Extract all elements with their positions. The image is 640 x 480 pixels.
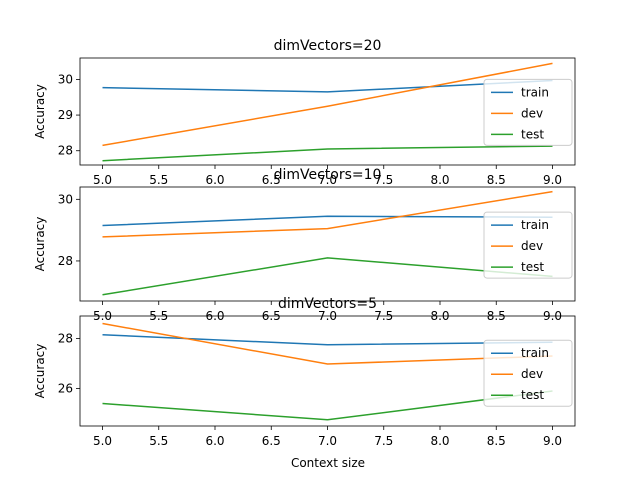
x-tick-label: 5.0 bbox=[93, 434, 112, 448]
subplot-title: dimVectors=20 bbox=[274, 38, 382, 54]
x-axis-label: Context size bbox=[291, 456, 365, 470]
legend-label-test: test bbox=[521, 260, 544, 274]
legend-box bbox=[483, 78, 573, 146]
x-tick-label: 8.5 bbox=[487, 434, 506, 448]
series-line-test bbox=[102, 257, 553, 296]
y-axis-label: Accuracy bbox=[33, 217, 47, 272]
legend-label-train: train bbox=[521, 85, 549, 99]
legend: train dev test bbox=[483, 339, 573, 407]
y-axis-label: Accuracy bbox=[33, 84, 47, 139]
y-tick-label: 30 bbox=[58, 72, 73, 86]
x-tick-label: 8.0 bbox=[430, 434, 449, 448]
subplot-1: 5.0 5.5 6.0 6.5 7.0 7.5 8.0 8.5 9.0 28 29 30 Accurac… bbox=[33, 38, 576, 187]
legend: train dev test bbox=[483, 211, 573, 279]
x-tick-label: 6.0 bbox=[205, 173, 224, 187]
y-tick-label: 28 bbox=[58, 144, 73, 158]
x-tick-label: 5.5 bbox=[149, 434, 168, 448]
x-tick-label: 6.0 bbox=[205, 434, 224, 448]
series-line-train bbox=[102, 334, 553, 346]
x-tick-label: 8.0 bbox=[430, 173, 449, 187]
legend-box bbox=[483, 211, 573, 279]
subplot-title: dimVectors=10 bbox=[274, 167, 382, 183]
y-axis-label: Accuracy bbox=[33, 344, 47, 399]
x-tick-label: 7.0 bbox=[318, 173, 337, 187]
y-tick-label: 26 bbox=[58, 382, 73, 396]
legend-label-train: train bbox=[521, 346, 549, 360]
legend-box bbox=[483, 339, 573, 407]
x-tick-label: 7.5 bbox=[374, 434, 393, 448]
x-tick-label: 9.0 bbox=[543, 434, 562, 448]
legend-label-dev: dev bbox=[521, 367, 543, 381]
x-tick-label: 5.5 bbox=[149, 173, 168, 187]
subplot-3: 5.0 5.5 6.0 6.5 7.0 7.5 8.0 8.5 9.0 26 28 Accuracy t… bbox=[33, 296, 576, 448]
x-tick-label: 8.5 bbox=[487, 173, 506, 187]
legend-label-dev: dev bbox=[521, 106, 543, 120]
series-line-test bbox=[102, 145, 553, 162]
legend-label-train: train bbox=[521, 218, 549, 232]
x-tick-label: 7.0 bbox=[318, 434, 337, 448]
x-tick-label: 9.0 bbox=[543, 173, 562, 187]
legend-label-test: test bbox=[521, 127, 544, 141]
series-line-train bbox=[102, 79, 553, 93]
y-tick-label: 28 bbox=[58, 254, 73, 268]
y-tick-label: 30 bbox=[58, 192, 73, 206]
x-tick-label: 5.0 bbox=[93, 173, 112, 187]
legend: train dev test bbox=[483, 78, 573, 146]
series-line-test bbox=[102, 390, 553, 421]
series-line-dev bbox=[102, 190, 553, 238]
series-line-dev bbox=[102, 322, 553, 365]
legend-label-test: test bbox=[521, 388, 544, 402]
series-line-train bbox=[102, 215, 553, 227]
x-tick-label: 7.5 bbox=[374, 173, 393, 187]
y-tick-label: 28 bbox=[58, 332, 73, 346]
legend-label-dev: dev bbox=[521, 239, 543, 253]
x-tick-label: 6.5 bbox=[262, 434, 281, 448]
subplot-title: dimVectors=5 bbox=[278, 296, 377, 312]
y-tick-label: 29 bbox=[58, 108, 73, 122]
x-tick-label: 6.5 bbox=[262, 173, 281, 187]
series-line-dev bbox=[102, 62, 553, 147]
